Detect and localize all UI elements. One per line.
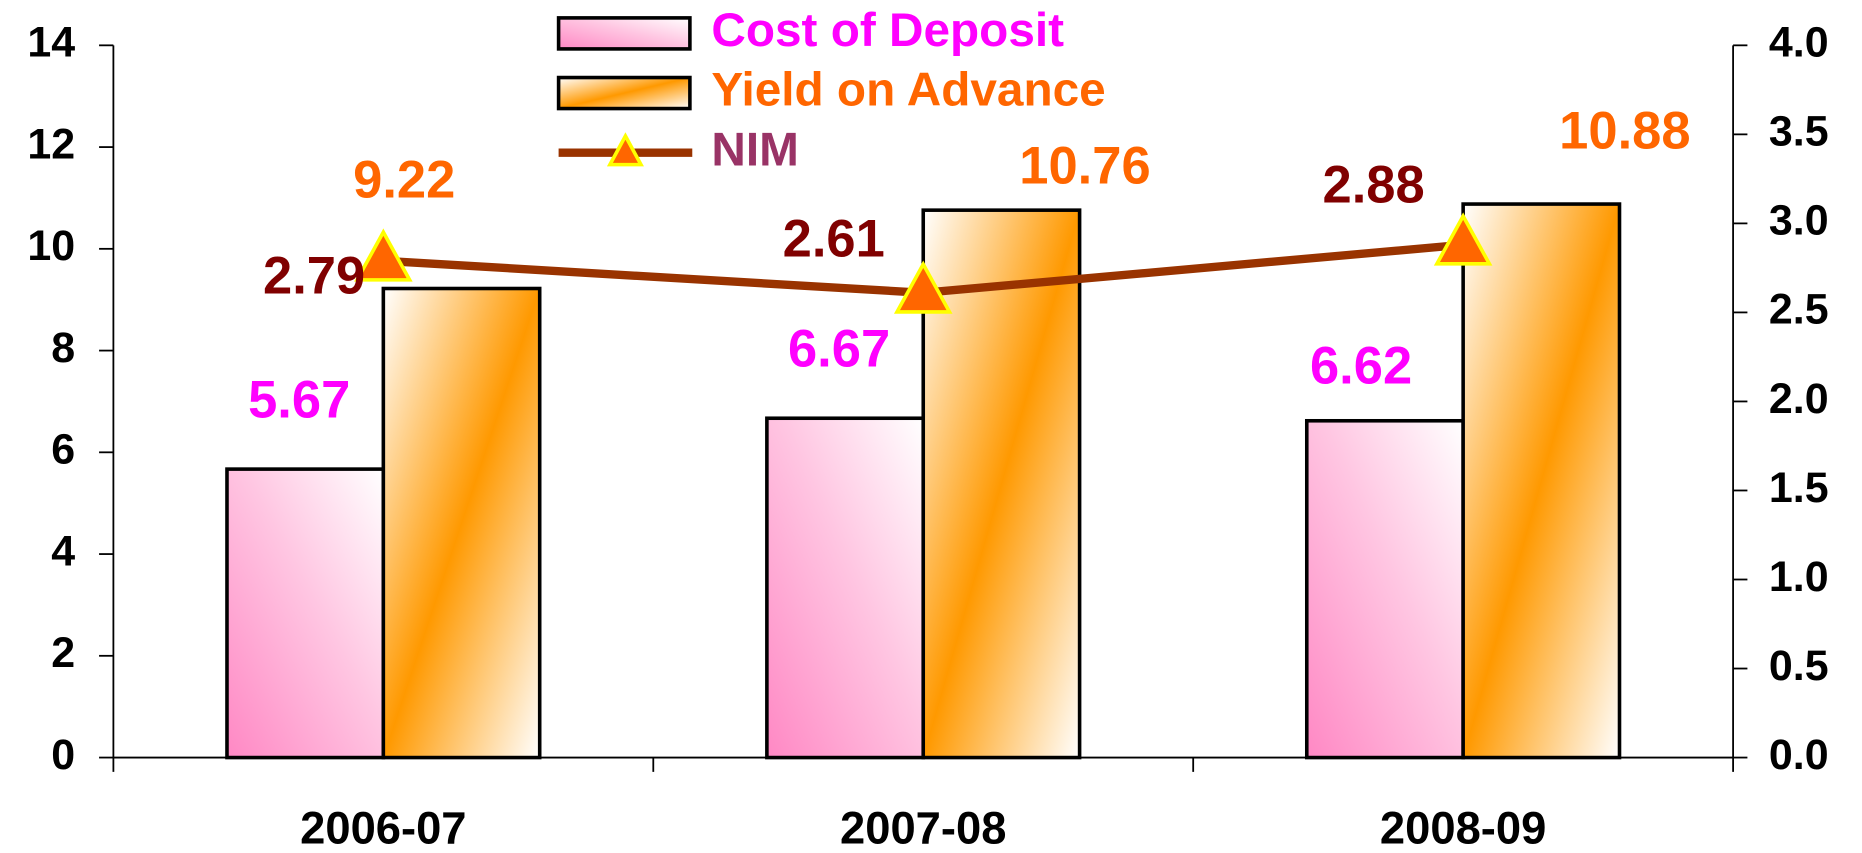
data-label: 6.62: [1310, 336, 1412, 395]
legend-marker: [606, 132, 644, 167]
y2-tick-label: 3.0: [1769, 197, 1829, 245]
marker: [893, 260, 953, 314]
bar: [381, 286, 542, 760]
y-tick-label: 14: [27, 19, 75, 67]
bar: [765, 416, 926, 760]
legend-label: NIM: [711, 123, 799, 176]
bar: [225, 467, 386, 760]
y-tick-label: 4: [51, 527, 75, 575]
data-label: 2.61: [783, 210, 885, 269]
y2-tick-label: 4.0: [1769, 19, 1829, 67]
y-tick-label: 10: [27, 222, 75, 270]
bar: [1461, 202, 1622, 760]
x-tick-label: 2006-07: [300, 803, 466, 853]
y-tick-label: 8: [51, 324, 75, 372]
x-tick-label: 2008-09: [1380, 803, 1546, 853]
y2-tick-label: 0.5: [1769, 642, 1829, 690]
data-label: 5.67: [248, 370, 350, 429]
y2-tick-label: 3.5: [1769, 108, 1829, 156]
y2-tick-label: 1.5: [1769, 464, 1829, 512]
x-tick-label: 2007-08: [840, 803, 1006, 853]
y-tick-label: 12: [27, 120, 75, 168]
y2-tick-label: 0.0: [1769, 731, 1829, 779]
data-label: 2.88: [1323, 156, 1425, 215]
legend-swatch: [556, 75, 692, 111]
data-label: 6.67: [788, 320, 890, 379]
y2-tick-label: 1.0: [1769, 553, 1829, 601]
marker: [354, 228, 413, 282]
y2-tick-label: 2.5: [1769, 286, 1829, 334]
data-label: 2.79: [263, 247, 365, 306]
legend-swatch: [556, 16, 692, 51]
marker: [1433, 212, 1493, 266]
bar: [921, 208, 1082, 760]
legend-label: Cost of Deposit: [711, 4, 1064, 57]
data-label: 10.88: [1559, 102, 1690, 161]
data-label: 10.76: [1019, 136, 1150, 195]
data-label: 9.22: [353, 150, 455, 209]
y-tick-label: 2: [51, 629, 75, 677]
bar: [1304, 418, 1465, 760]
y2-tick-label: 2.0: [1769, 375, 1829, 423]
legend-label: Yield on Advance: [711, 64, 1105, 117]
y-tick-label: 0: [51, 731, 75, 779]
y-tick-label: 6: [51, 426, 75, 474]
